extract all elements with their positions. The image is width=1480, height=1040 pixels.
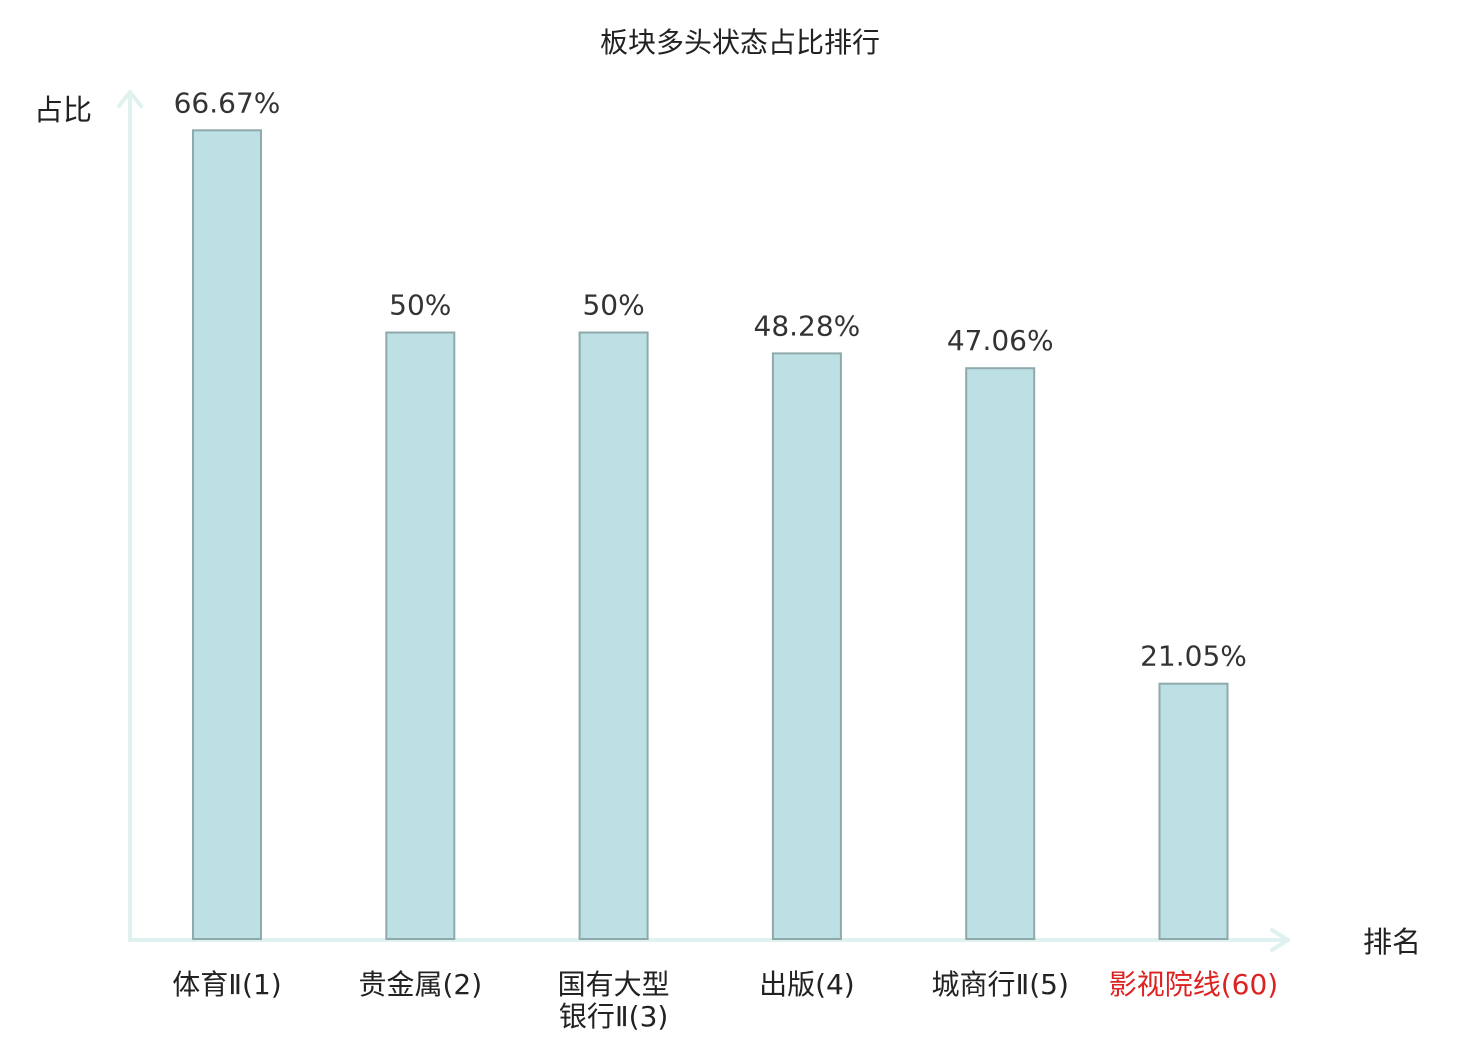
category-label-3-line-2: 银行Ⅱ(3): [559, 1000, 668, 1033]
value-label-3: 50%: [582, 289, 644, 322]
value-label-5: 47.06%: [947, 324, 1054, 357]
bar-series: [192, 129, 1229, 941]
category-label-3-line-1: 国有大型: [558, 968, 670, 1001]
x-axis-label: 排名: [1363, 925, 1421, 959]
category-label-1: 体育Ⅱ(1): [172, 968, 281, 1001]
value-label-2: 50%: [389, 289, 451, 322]
bar-1: [192, 129, 262, 941]
bar-6: [1158, 682, 1229, 941]
value-label-6: 21.05%: [1140, 640, 1247, 673]
bar-2: [385, 331, 456, 940]
category-label-2: 贵金属(2): [358, 968, 482, 1001]
chart-title: 板块多头状态占比排行: [600, 26, 880, 59]
y-axis-label: 占比: [34, 93, 92, 127]
category-label-5: 城商行Ⅱ(5): [931, 968, 1068, 1001]
bar-3: [578, 331, 649, 940]
value-label-1: 66.67%: [174, 86, 281, 119]
bar-4: [771, 352, 842, 940]
category-label-6: 影视院线(60): [1109, 968, 1278, 1001]
bar-5: [965, 367, 1036, 940]
value-labels: 66.67% 50% 50% 48.28% 47.06% 21.05%: [174, 86, 1247, 672]
x-axis-arrow: [1270, 928, 1290, 952]
value-label-4: 48.28%: [754, 309, 861, 342]
category-label-4: 出版(4): [759, 968, 855, 1001]
y-axis-arrow: [117, 90, 143, 108]
